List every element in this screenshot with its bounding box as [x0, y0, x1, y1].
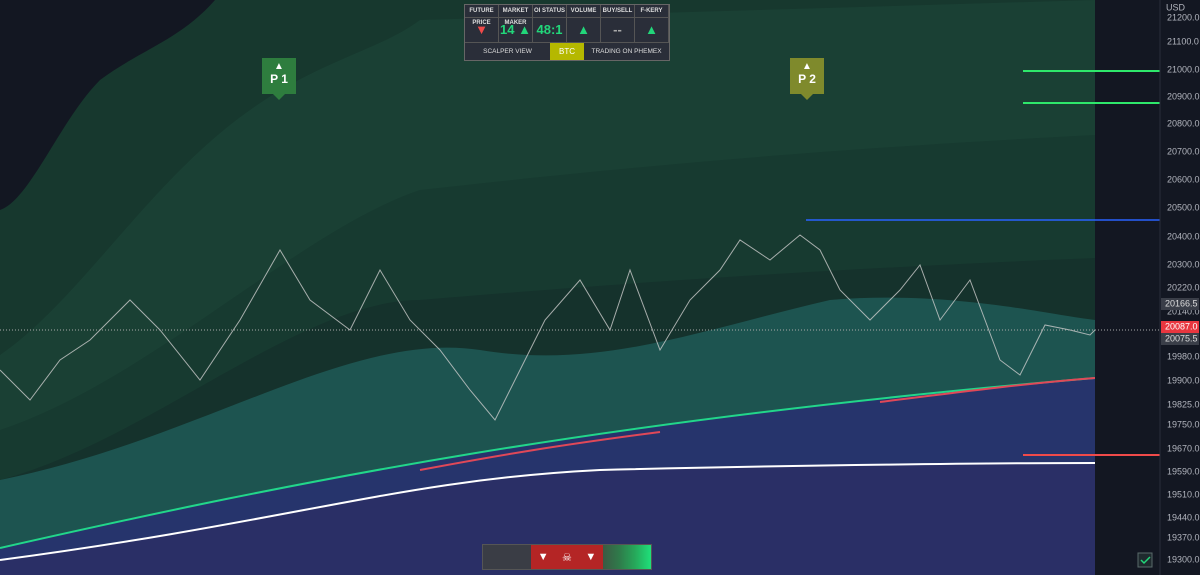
currency[interactable]: USD: [1166, 2, 1186, 12]
moving-average-red: [419, 431, 661, 471]
price-badge-label: 20166.5: [1165, 298, 1198, 308]
price-badge: [1161, 298, 1199, 310]
baseline: [0, 462, 1096, 561]
price-label: 20300.0: [1167, 259, 1200, 269]
symbol[interactable]: BTC: [550, 43, 584, 60]
marker-label: P 2: [798, 72, 816, 86]
header: VOLUME: [567, 5, 601, 18]
price-label: 20140.0: [1167, 306, 1200, 316]
price-label: 19670.0: [1167, 443, 1200, 453]
moving-average-red: [879, 377, 1096, 403]
price-badge-label: 20075.5: [1165, 333, 1198, 343]
price-label: 19510.0: [1167, 489, 1200, 499]
scalper-view[interactable]: SCALPER VIEW: [483, 48, 532, 55]
checkbox[interactable]: [1137, 552, 1153, 568]
moving-average: [0, 377, 1096, 549]
marker-arrow: ▲: [274, 61, 284, 72]
price-label: 20220.0: [1167, 282, 1200, 292]
price-label: 19825.0: [1167, 399, 1200, 409]
price-badge-label: 20087.0: [1165, 321, 1198, 331]
price-axis: USD 21200.0 21100.0 21000.0 20900.0 20800.0 2…: [1159, 0, 1200, 575]
price-label: 19590.0: [1167, 466, 1200, 476]
lower-area: [0, 463, 1095, 575]
price-badge: [1161, 333, 1199, 345]
price-label: 19750.0: [1167, 419, 1200, 429]
price-label: 20400.0: [1167, 231, 1200, 241]
price-badge: [1161, 321, 1199, 333]
segment: [483, 545, 531, 569]
value: 48:1: [533, 18, 567, 43]
exchange: TRADING ON PHEMEX: [591, 48, 662, 55]
right-margin: [1095, 0, 1160, 575]
header: MARKET MAKER: [499, 5, 533, 26]
price-label: 19980.0: [1167, 351, 1200, 361]
header: FUTURE PRICE: [465, 5, 499, 26]
marker[interactable]: ▲ P 2: [790, 58, 824, 100]
price-label: 21100.0: [1167, 36, 1199, 46]
price-label: 19440.0: [1167, 512, 1200, 522]
price-label: 20900.0: [1167, 91, 1200, 101]
price-path: [0, 234, 1101, 421]
value: ▼: [465, 18, 499, 43]
price-label: 19900.0: [1167, 375, 1200, 385]
value: 14 ▲: [499, 18, 533, 43]
signal-bar: ▼ ☠ ▼: [482, 544, 652, 570]
segment: ▼ ☠ ▼: [531, 545, 603, 569]
segment: [603, 545, 651, 569]
status-panel: FUTURE PRICE MARKET MAKER OI STATUS VOLU…: [464, 4, 670, 61]
value: ▲: [567, 18, 601, 43]
value: --: [601, 18, 635, 43]
header: F-KERY: [635, 5, 669, 18]
check: [1140, 556, 1151, 565]
price-label: 21000.0: [1167, 64, 1200, 74]
price-label: 20600.0: [1167, 174, 1200, 184]
value: ▲: [635, 18, 669, 43]
price-label: 19370.0: [1167, 532, 1200, 542]
price-label: 20500.0: [1167, 202, 1200, 212]
price-label: 21200.0: [1167, 12, 1200, 22]
marker[interactable]: ▲ P 1: [262, 58, 296, 100]
header: BUY/SELL: [601, 5, 635, 18]
price-label: 20800.0: [1167, 118, 1200, 128]
price-label: 19300.0: [1167, 554, 1200, 564]
marker-arrow: ▲: [802, 61, 812, 72]
header: OI STATUS: [533, 5, 567, 18]
marker-label: P 1: [270, 72, 288, 86]
price-label: 20700.0: [1167, 146, 1200, 156]
